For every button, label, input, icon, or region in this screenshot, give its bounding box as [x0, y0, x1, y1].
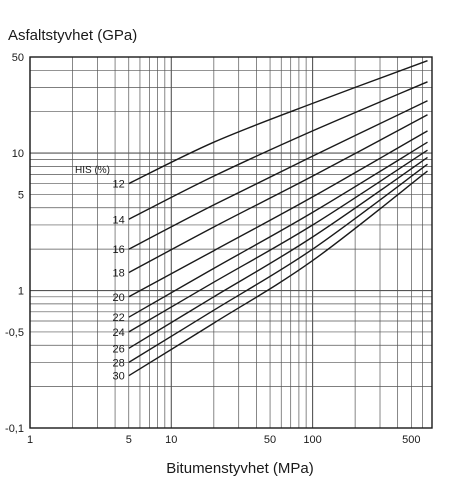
curve-label-24: 24 [113, 327, 125, 339]
plot-frame [29, 56, 433, 429]
curve-his-30 [128, 170, 428, 377]
x-tick-label: 10 [165, 434, 177, 446]
y-tick-label: 50 [12, 52, 24, 64]
x-axis-title: Bitumenstyvhet (MPa) [166, 460, 314, 477]
curve-his-14 [128, 81, 428, 220]
curve-label-18: 18 [113, 268, 125, 280]
x-tick-labels: 1 5 10 50 100 500 [27, 434, 421, 446]
y-tick-labels: 50 10 5 1 -0,5 -0,1 [5, 52, 24, 435]
curve-his-20 [128, 130, 428, 298]
curve-his-22 [128, 141, 428, 318]
curve-his-24 [128, 149, 428, 333]
x-tick-label: 50 [264, 434, 276, 446]
x-tick-label: 1 [27, 434, 33, 446]
y-tick-label: 1 [18, 286, 24, 298]
curve-label-22: 22 [113, 312, 125, 324]
curve-his-16 [128, 100, 428, 250]
curve-label-28: 28 [113, 357, 125, 369]
curve-his-26 [128, 156, 428, 349]
curve-label-12: 12 [113, 179, 125, 191]
curve-label-30: 30 [113, 371, 125, 383]
x-tick-label: 100 [303, 434, 321, 446]
curve-label-26: 26 [113, 343, 125, 355]
curve-label-16: 16 [113, 244, 125, 256]
curve-label-20: 20 [113, 292, 125, 304]
x-tick-label: 5 [126, 434, 132, 446]
y-tick-label: 5 [18, 189, 24, 201]
curve-labels: HIS (%) 12 14 16 18 20 22 24 26 28 30 [75, 165, 125, 383]
y-tick-label: -0,1 [5, 423, 24, 435]
grid [29, 56, 433, 429]
y-tick-label: -0,5 [5, 327, 24, 339]
legend-title: HIS (%) [75, 165, 110, 176]
y-axis-title: Asfaltstyvhet (GPa) [8, 27, 137, 44]
curve-label-14: 14 [113, 214, 125, 226]
curves [128, 60, 428, 377]
x-tick-label: 500 [402, 434, 420, 446]
y-tick-label: 10 [12, 148, 24, 160]
curve-his-28 [128, 163, 428, 363]
curve-his-12 [128, 60, 428, 185]
curve-his-18 [128, 114, 428, 274]
